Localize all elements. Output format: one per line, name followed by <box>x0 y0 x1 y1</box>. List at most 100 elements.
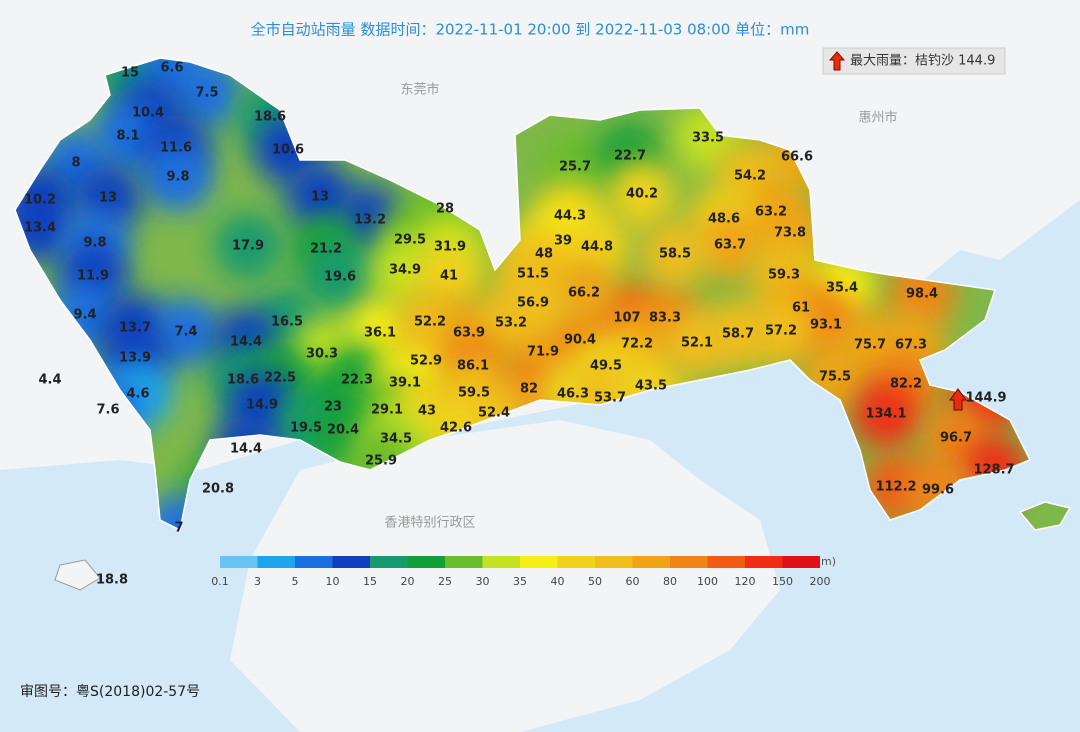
legend-label: 15 <box>363 575 377 588</box>
station-value: 59.5 <box>458 386 490 401</box>
legend-label: 120 <box>735 575 756 588</box>
legend-swatch <box>257 556 295 568</box>
station-value: 9.8 <box>83 236 106 251</box>
legend-label: 50 <box>588 575 602 588</box>
station-value: 29.1 <box>371 403 403 418</box>
legend-swatch <box>707 556 745 568</box>
legend-swatch <box>370 556 408 568</box>
station-value: 19.6 <box>324 270 356 285</box>
station-value: 63.9 <box>453 326 485 341</box>
station-value: 15 <box>121 66 139 81</box>
station-value: 58.5 <box>659 247 691 262</box>
station-value: 17.9 <box>232 239 264 254</box>
legend-swatch <box>595 556 633 568</box>
station-value: 46.3 <box>557 387 589 402</box>
station-value: 66.2 <box>568 286 600 301</box>
legend-swatch <box>745 556 783 568</box>
station-value: 20.4 <box>327 423 359 438</box>
station-value: 63.7 <box>714 238 746 253</box>
station-value: 66.6 <box>781 150 813 165</box>
station-value: 10.6 <box>272 143 304 158</box>
station-value: 13.4 <box>24 221 56 236</box>
station-value: 7.4 <box>174 325 197 340</box>
legend-label: 30 <box>476 575 490 588</box>
station-value: 75.7 <box>854 338 886 353</box>
legend-label: 25 <box>438 575 452 588</box>
station-value: 75.5 <box>819 370 851 385</box>
rain-blob <box>641 220 709 288</box>
station-value: 112.2 <box>875 480 916 495</box>
station-value: 39 <box>554 234 572 249</box>
legend-swatch <box>295 556 333 568</box>
station-value: 43.5 <box>635 379 667 394</box>
station-value: 63.2 <box>755 205 787 220</box>
max-box <box>822 47 1006 75</box>
legend-swatch <box>782 556 820 568</box>
station-value: 10.4 <box>132 106 164 121</box>
station-value: 6.6 <box>160 61 183 76</box>
station-value: 19.5 <box>290 421 322 436</box>
rain-blob <box>173 59 241 127</box>
station-value: 58.7 <box>722 327 754 342</box>
station-value: 7.6 <box>96 403 119 418</box>
station-value: 9.4 <box>73 308 96 323</box>
legend-swatch <box>332 556 370 568</box>
legend-label: 60 <box>626 575 640 588</box>
legend-label: 5 <box>292 575 299 588</box>
station-value: 56.9 <box>517 296 549 311</box>
station-value: 72.2 <box>621 337 653 352</box>
station-value: 51.5 <box>517 267 549 282</box>
rain-blob <box>499 269 567 337</box>
station-value: 134.1 <box>865 407 906 422</box>
station-value: 54.2 <box>734 169 766 184</box>
station-value: 36.1 <box>364 326 396 341</box>
station-value: 53.7 <box>594 391 626 406</box>
rain-blob <box>608 160 676 228</box>
station-value: 34.5 <box>380 432 412 447</box>
station-value: 4.6 <box>126 387 149 402</box>
max-icon <box>828 51 846 71</box>
station-value: 44.3 <box>554 209 586 224</box>
rain-blob <box>541 133 609 201</box>
station-value: 33.5 <box>692 131 724 146</box>
station-value: 30.3 <box>306 347 338 362</box>
station-value: 43 <box>418 404 436 419</box>
station-value: 18.6 <box>254 110 286 125</box>
legend-label: 150 <box>772 575 793 588</box>
rain-blob <box>550 259 618 327</box>
legend-label: 100 <box>697 575 718 588</box>
station-value: 53.2 <box>495 316 527 331</box>
legend-swatch <box>670 556 708 568</box>
footer: 审图号：粤S(2018)02-57号 <box>20 684 200 700</box>
station-value: 52.9 <box>410 354 442 369</box>
legend-swatch <box>445 556 483 568</box>
station-value: 7.5 <box>195 86 218 101</box>
station-value: 42.6 <box>440 421 472 436</box>
station-value: 57.2 <box>765 324 797 339</box>
station-value: 10.2 <box>24 193 56 208</box>
station-value: 48.6 <box>708 212 740 227</box>
station-value: 41 <box>440 269 458 284</box>
legend-swatch <box>557 556 595 568</box>
station-value: 52.4 <box>478 406 510 421</box>
station-value: 39.1 <box>389 376 421 391</box>
rain-blob <box>696 211 764 279</box>
station-value: 13 <box>311 190 329 205</box>
station-value: 20.8 <box>202 482 234 497</box>
station-value: 8.1 <box>116 129 139 144</box>
station-value: 52.2 <box>414 315 446 330</box>
rain-blob <box>214 212 282 280</box>
station-value: 86.1 <box>457 359 489 374</box>
station-value: 8 <box>71 156 80 171</box>
station-value: 59.3 <box>768 268 800 283</box>
station-value: 107 <box>613 311 640 326</box>
station-value: 14.4 <box>230 442 262 457</box>
station-value: 35.4 <box>826 281 858 296</box>
legend-swatch <box>520 556 558 568</box>
station-value: 29.5 <box>394 233 426 248</box>
legend-label: 3 <box>254 575 261 588</box>
legend-swatch <box>482 556 520 568</box>
title: 全市自动站雨量 数据时间：2022-11-01 20:00 到 2022-11-… <box>251 21 810 39</box>
station-value: 11.6 <box>160 141 192 156</box>
